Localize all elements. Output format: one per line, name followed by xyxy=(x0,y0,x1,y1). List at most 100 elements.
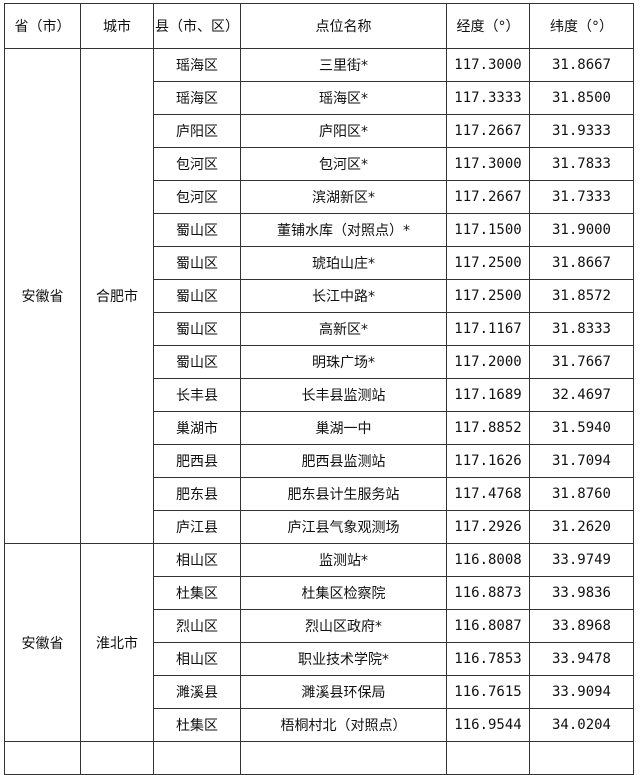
header-latitude: 纬度（°） xyxy=(529,3,634,49)
table-row: 蜀山区 董铺水库（对照点）* 117.1500 31.9000 xyxy=(5,213,634,247)
empty-cell xyxy=(529,741,634,775)
longitude-cell: 117.2667 xyxy=(446,114,530,148)
latitude-cell: 31.7667 xyxy=(529,345,634,379)
header-row: 省（市） 城市 县（市、区） 点位名称 经度（°） 纬度（°） xyxy=(4,3,634,49)
province-cell: 安徽省 xyxy=(4,543,81,742)
latitude-cell: 33.9094 xyxy=(529,675,634,709)
latitude-cell: 31.8667 xyxy=(529,48,634,82)
county-cell: 相山区 xyxy=(153,642,241,676)
table-row: 濉溪县 濉溪县环保局 116.7615 33.9094 xyxy=(5,675,634,709)
latitude-cell: 31.7094 xyxy=(529,444,634,478)
table-row: 杜集区 梧桐村北（对照点） 116.9544 34.0204 xyxy=(5,708,634,742)
county-cell: 相山区 xyxy=(153,543,241,577)
site-name-cell: 肥东县计生服务站 xyxy=(240,477,447,511)
site-name-cell: 琥珀山庄* xyxy=(240,246,447,280)
site-name-cell: 烈山区政府* xyxy=(240,609,447,643)
empty-cell xyxy=(240,741,447,775)
longitude-cell: 116.8087 xyxy=(446,609,530,643)
longitude-cell: 116.7853 xyxy=(446,642,530,676)
city-cell: 淮北市 xyxy=(80,543,154,742)
table-row: 蜀山区 长江中路* 117.2500 31.8572 xyxy=(5,279,634,313)
site-name-cell: 肥西县监测站 xyxy=(240,444,447,478)
county-cell: 蜀山区 xyxy=(153,345,241,379)
header-site-name: 点位名称 xyxy=(240,3,447,49)
site-name-cell: 长丰县监测站 xyxy=(240,378,447,412)
longitude-cell: 117.1167 xyxy=(446,312,530,346)
county-cell: 庐江县 xyxy=(153,510,241,544)
county-cell: 濉溪县 xyxy=(153,675,241,709)
latitude-cell: 31.8572 xyxy=(529,279,634,313)
longitude-cell: 117.2500 xyxy=(446,279,530,313)
latitude-cell: 31.8333 xyxy=(529,312,634,346)
longitude-cell: 116.9544 xyxy=(446,708,530,742)
latitude-cell: 31.5940 xyxy=(529,411,634,445)
longitude-cell: 117.3000 xyxy=(446,48,530,82)
site-name-cell: 庐阳区* xyxy=(240,114,447,148)
county-cell: 杜集区 xyxy=(153,708,241,742)
site-name-cell: 明珠广场* xyxy=(240,345,447,379)
empty-cell xyxy=(446,741,530,775)
site-name-cell: 滨湖新区* xyxy=(240,180,447,214)
county-cell: 杜集区 xyxy=(153,576,241,610)
empty-cell xyxy=(4,741,81,775)
longitude-cell: 117.1689 xyxy=(446,378,530,412)
longitude-cell: 117.1500 xyxy=(446,213,530,247)
county-cell: 瑶海区 xyxy=(153,81,241,115)
latitude-cell: 33.9836 xyxy=(529,576,634,610)
county-cell: 长丰县 xyxy=(153,378,241,412)
latitude-cell: 31.8667 xyxy=(529,246,634,280)
table-row: 安徽省 淮北市 相山区 监测站* 116.8008 33.9749 xyxy=(4,543,634,742)
city-cell: 合肥市 xyxy=(80,48,154,544)
latitude-cell: 33.9478 xyxy=(529,642,634,676)
site-name-cell: 董铺水库（对照点）* xyxy=(240,213,447,247)
table-row: 瑶海区 瑶海区* 117.3333 31.8500 xyxy=(5,81,634,115)
empty-cell xyxy=(80,741,154,775)
longitude-cell: 117.2500 xyxy=(446,246,530,280)
longitude-cell: 117.4768 xyxy=(446,477,530,511)
latitude-cell: 33.8968 xyxy=(529,609,634,643)
county-cell: 肥东县 xyxy=(153,477,241,511)
county-cell: 蜀山区 xyxy=(153,279,241,313)
latitude-cell: 32.4697 xyxy=(529,378,634,412)
site-name-cell: 监测站* xyxy=(240,543,447,577)
table-row: 蜀山区 高新区* 117.1167 31.8333 xyxy=(5,312,634,346)
latitude-cell: 31.8760 xyxy=(529,477,634,511)
latitude-cell: 31.7333 xyxy=(529,180,634,214)
county-cell: 庐阳区 xyxy=(153,114,241,148)
table-row: 肥东县 肥东县计生服务站 117.4768 31.8760 xyxy=(5,477,634,511)
longitude-cell: 116.8008 xyxy=(446,543,530,577)
site-name-cell: 长江中路* xyxy=(240,279,447,313)
latitude-cell: 34.0204 xyxy=(529,708,634,742)
monitoring-sites-table: 省（市） 城市 县（市、区） 点位名称 经度（°） 纬度（°） 安徽省 合肥市 瑶海… xyxy=(4,3,634,775)
site-name-cell: 巢湖一中 xyxy=(240,411,447,445)
header-county: 县（市、区） xyxy=(153,3,241,49)
longitude-cell: 117.8852 xyxy=(446,411,530,445)
site-name-cell: 职业技术学院* xyxy=(240,642,447,676)
table-row: 包河区 包河区* 117.3000 31.7833 xyxy=(5,147,634,181)
longitude-cell: 117.2926 xyxy=(446,510,530,544)
site-name-cell: 濉溪县环保局 xyxy=(240,675,447,709)
longitude-cell: 116.8873 xyxy=(446,576,530,610)
longitude-cell: 117.3000 xyxy=(446,147,530,181)
table-row xyxy=(4,741,634,775)
longitude-cell: 117.2000 xyxy=(446,345,530,379)
table-row: 安徽省 合肥市 瑶海区 三里街* 117.3000 31.8667 xyxy=(4,48,634,544)
site-name-cell: 三里街* xyxy=(240,48,447,82)
county-cell: 肥西县 xyxy=(153,444,241,478)
county-cell: 巢湖市 xyxy=(153,411,241,445)
table-row: 包河区 滨湖新区* 117.2667 31.7333 xyxy=(5,180,634,214)
latitude-cell: 31.7833 xyxy=(529,147,634,181)
latitude-cell: 33.9749 xyxy=(529,543,634,577)
county-cell: 瑶海区 xyxy=(153,48,241,82)
county-cell: 烈山区 xyxy=(153,609,241,643)
site-name-cell: 瑶海区* xyxy=(240,81,447,115)
county-cell: 蜀山区 xyxy=(153,213,241,247)
site-name-cell: 庐江县气象观测场 xyxy=(240,510,447,544)
province-cell: 安徽省 xyxy=(4,48,81,544)
longitude-cell: 117.1626 xyxy=(446,444,530,478)
longitude-cell: 117.3333 xyxy=(446,81,530,115)
table-row: 庐阳区 庐阳区* 117.2667 31.9333 xyxy=(5,114,634,148)
latitude-cell: 31.8500 xyxy=(529,81,634,115)
longitude-cell: 116.7615 xyxy=(446,675,530,709)
latitude-cell: 31.9000 xyxy=(529,213,634,247)
